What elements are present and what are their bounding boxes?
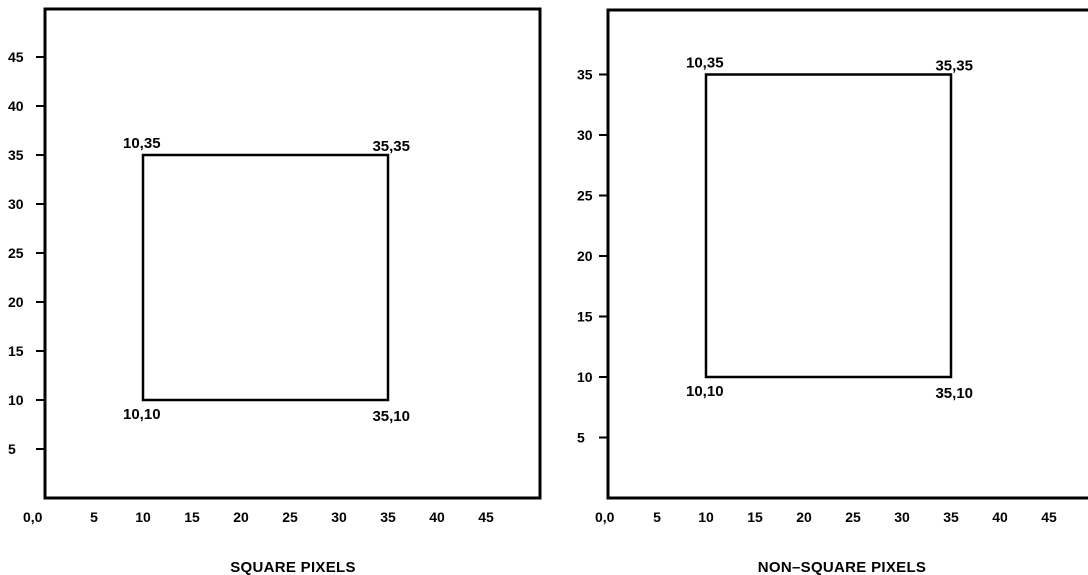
non-square-pixels-caption: NON–SQUARE PIXELS [758, 559, 926, 575]
origin-label: 0,0 [23, 509, 43, 525]
x-tick-label: 20 [796, 509, 812, 525]
y-tick-label: 10 [8, 392, 24, 408]
y-tick-label: 35 [577, 67, 593, 83]
y-tick-label: 45 [8, 49, 24, 65]
corner-label-bottom-left: 10,10 [686, 383, 724, 400]
non-square-pixels-x-axis: 5 10 15 20 25 30 35 40 45 [653, 509, 1057, 525]
square-pixels-square [141, 153, 390, 402]
x-tick-label: 25 [282, 509, 298, 525]
x-tick-label: 25 [845, 509, 861, 525]
x-tick-label: 45 [1041, 509, 1057, 525]
x-tick-label: 35 [380, 509, 396, 525]
x-tick-label: 40 [429, 509, 445, 525]
y-tick-label: 30 [577, 127, 593, 143]
y-tick-label: 25 [8, 245, 24, 261]
y-tick-label: 5 [8, 441, 16, 457]
non-square-pixels-rectangle [704, 73, 953, 379]
corner-label-bottom-right: 35,10 [935, 385, 973, 402]
square-pixels-x-axis: 5 10 15 20 25 30 35 40 45 [90, 509, 494, 525]
x-tick-label: 35 [943, 509, 959, 525]
y-tick-label: 15 [8, 343, 24, 359]
y-tick-label: 35 [8, 147, 24, 163]
non-square-pixels-panel: 5 10 15 20 25 30 35 5 10 15 20 25 30 35 40 45 10,35 35… [577, 8, 1088, 575]
x-tick-label: 15 [747, 509, 763, 525]
corner-label-bottom-left: 10,10 [123, 406, 161, 423]
non-square-pixels-frame [606, 8, 1088, 500]
corner-label-top-right: 35,35 [935, 58, 973, 75]
square-pixels-panel: 5 10 15 20 25 30 35 40 45 5 10 15 20 25 30 35 40 45 10,3… [8, 7, 542, 575]
x-tick-label: 30 [894, 509, 910, 525]
x-tick-label: 30 [331, 509, 347, 525]
y-tick-label: 30 [8, 196, 24, 212]
origin-label: 0,0 [595, 509, 615, 525]
x-tick-label: 10 [698, 509, 714, 525]
x-tick-label: 40 [992, 509, 1008, 525]
corner-label-top-left: 10,35 [686, 55, 724, 72]
y-tick-label: 15 [577, 309, 593, 325]
y-tick-label: 20 [8, 294, 24, 310]
x-tick-label: 5 [90, 509, 98, 525]
square-pixels-caption: SQUARE PIXELS [230, 559, 356, 575]
corner-label-top-left: 10,35 [123, 135, 161, 152]
x-tick-label: 10 [135, 509, 151, 525]
y-tick-label: 25 [577, 188, 593, 204]
x-tick-label: 20 [233, 509, 249, 525]
y-tick-label: 5 [577, 430, 585, 446]
y-tick-label: 10 [577, 369, 593, 385]
y-tick-label: 20 [577, 248, 593, 264]
x-tick-label: 45 [478, 509, 494, 525]
x-tick-label: 15 [184, 509, 200, 525]
x-tick-label: 5 [653, 509, 661, 525]
non-square-pixels-y-axis: 5 10 15 20 25 30 35 [577, 67, 608, 446]
corner-label-top-right: 35,35 [372, 138, 410, 155]
y-tick-label: 40 [8, 98, 24, 114]
square-pixels-y-axis: 5 10 15 20 25 30 35 40 45 [8, 49, 45, 457]
square-pixels-frame [43, 7, 542, 500]
corner-label-bottom-right: 35,10 [372, 408, 410, 425]
